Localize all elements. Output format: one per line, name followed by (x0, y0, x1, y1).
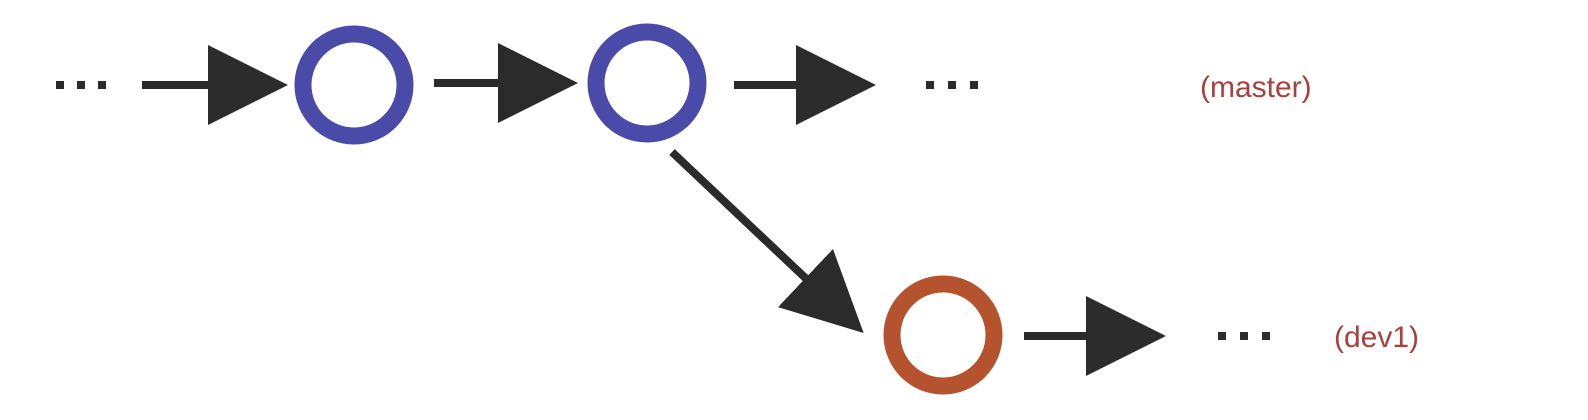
master-branch-label: (master) (1200, 71, 1312, 104)
master-commit-node-1 (294, 25, 414, 145)
dev1-branch-label: (dev1) (1334, 321, 1419, 354)
dev1-commit-node (883, 275, 1003, 395)
dev1-trailing-ellipsis (1218, 332, 1270, 340)
master-commit-node-2 (587, 23, 707, 143)
master-leading-ellipsis (56, 81, 106, 89)
branch-arrow (669, 149, 864, 333)
master-trailing-ellipsis (926, 81, 978, 89)
